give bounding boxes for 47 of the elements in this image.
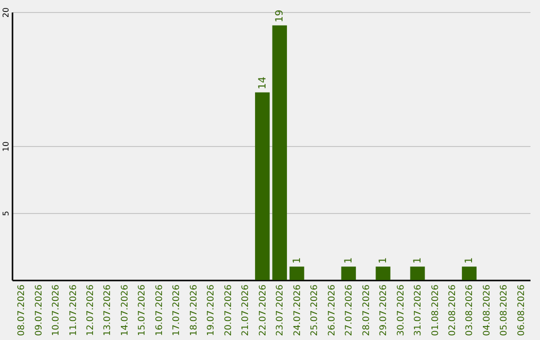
x-tick-label: 26.07.2026 xyxy=(327,284,338,336)
data-label: 1 xyxy=(378,257,390,264)
bar xyxy=(462,266,477,280)
x-tick-label: 16.07.2026 xyxy=(154,284,165,336)
x-tick-label: 11.07.2026 xyxy=(68,284,79,336)
x-tick-label: 15.07.2026 xyxy=(138,284,148,336)
bar xyxy=(341,266,356,280)
x-tick-label: 05.08.2026 xyxy=(500,284,510,336)
bar xyxy=(272,25,287,280)
x-tick-label: 21.07.2026 xyxy=(241,284,252,336)
y-tick-label: 10 xyxy=(2,141,10,152)
x-tick-label: 22.07.2026 xyxy=(258,284,268,336)
data-label: 1 xyxy=(412,257,424,264)
x-tick-label: 09.07.2026 xyxy=(34,284,44,336)
x-tick-label: 13.07.2026 xyxy=(103,284,114,336)
x-tick-label: 10.07.2026 xyxy=(52,284,62,336)
x-tick-label: 30.07.2026 xyxy=(396,284,406,336)
x-tick-label: 02.08.2026 xyxy=(448,284,458,336)
x-tick-label: 01.08.2026 xyxy=(430,284,441,336)
x-tick-label: 31.07.2026 xyxy=(414,284,424,336)
bar xyxy=(376,266,390,280)
x-tick-label: 24.07.2026 xyxy=(292,284,303,336)
y-tick-label: 20 xyxy=(2,7,10,18)
data-label: 1 xyxy=(292,257,303,264)
data-label: 14 xyxy=(257,76,268,90)
x-tick-label: 29.07.2026 xyxy=(379,284,390,336)
bar xyxy=(290,266,304,280)
x-tick-label: 06.08.2026 xyxy=(516,284,527,336)
x-tick-label: 27.07.2026 xyxy=(344,284,355,336)
x-tick-label: 14.07.2026 xyxy=(120,284,130,336)
x-tick-label: 25.07.2026 xyxy=(310,284,320,336)
x-tick-label: 23.07.2026 xyxy=(276,284,286,336)
data-label: 19 xyxy=(274,10,286,22)
x-tick-label: 19.07.2026 xyxy=(206,284,217,336)
bar xyxy=(255,92,270,280)
x-tick-label: 08.07.2026 xyxy=(17,284,28,336)
x-tick-label: 12.07.2026 xyxy=(86,284,96,336)
x-tick-label: 04.08.2026 xyxy=(482,284,492,336)
data-label: 1 xyxy=(344,257,355,264)
x-tick-label: 03.08.2026 xyxy=(465,284,476,336)
x-tick-label: 28.07.2026 xyxy=(362,284,372,336)
x-tick-label: 18.07.2026 xyxy=(189,284,200,336)
data-label: 1 xyxy=(464,257,476,264)
bar xyxy=(410,266,425,280)
y-tick-label: 5 xyxy=(2,210,10,216)
x-tick-label: 20.07.2026 xyxy=(224,284,234,336)
x-tick-label: 17.07.2026 xyxy=(172,284,182,336)
